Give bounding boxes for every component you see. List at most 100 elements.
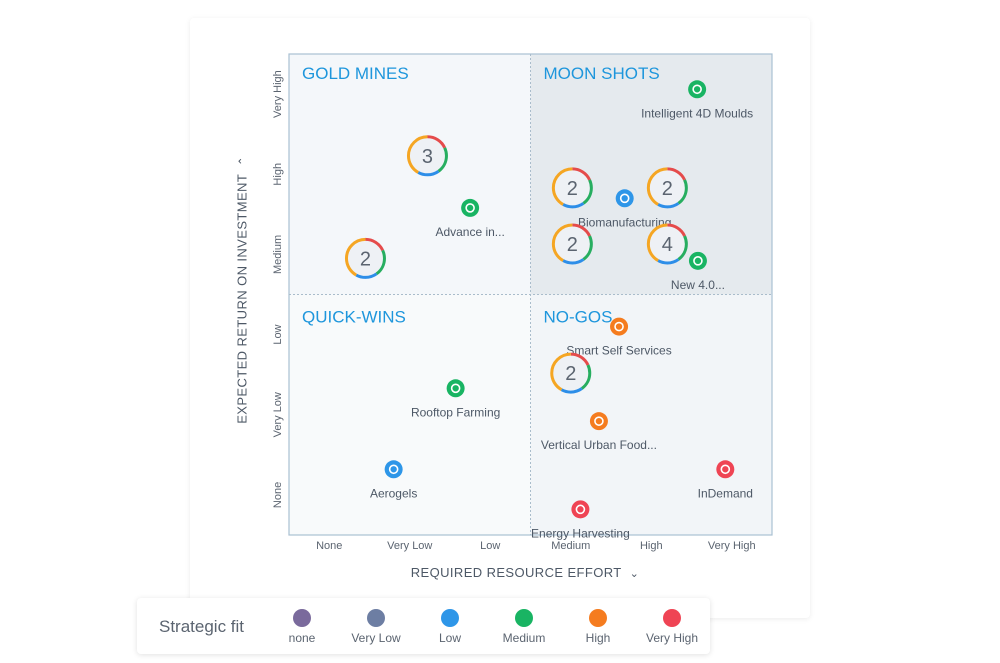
- cluster-bubble[interactable]: [345, 238, 386, 279]
- cluster-ring-segment: [646, 223, 688, 265]
- data-point-ring-icon: [465, 203, 475, 213]
- cluster-ring-segment: [646, 167, 688, 209]
- legend-dot-icon: [663, 609, 681, 627]
- data-point[interactable]: [571, 500, 590, 519]
- cluster-bubble[interactable]: [647, 167, 688, 208]
- legend-dot-icon: [441, 609, 459, 627]
- y-tick-label: Very High: [272, 70, 284, 118]
- cluster-ring-segment: [646, 223, 688, 265]
- legend-title: Strategic fit: [159, 617, 245, 636]
- quadrant-label-gold: GOLD MINES: [302, 64, 409, 83]
- data-point-label: Biomanufacturing: [578, 215, 671, 229]
- data-point-ring-icon: [692, 84, 702, 95]
- quadrant-nogo: [530, 294, 772, 535]
- data-point-ring-icon: [614, 321, 624, 332]
- data-point-ring-icon: [720, 464, 731, 475]
- x-tick-label: Medium: [551, 540, 590, 552]
- strategic-fit-legend: Strategic fit none Very Low Low Medium High V…: [137, 598, 710, 654]
- cluster-bubble[interactable]: [550, 353, 591, 394]
- legend-item[interactable]: Low: [405, 608, 495, 645]
- cluster-bubble[interactable]: [552, 223, 593, 264]
- data-point-label: Vertical Urban Food...: [541, 438, 657, 452]
- cluster-count: 2: [567, 234, 578, 256]
- cluster-ring-segment: [344, 237, 386, 279]
- quadrant-quick: [289, 294, 531, 535]
- cluster-ring-segment: [344, 237, 386, 279]
- chevron-down-icon[interactable]: ⌃: [237, 156, 250, 166]
- data-point-ring-icon: [575, 504, 586, 515]
- x-tick-label: Low: [480, 540, 500, 552]
- legend-label: Very Low: [351, 631, 401, 645]
- data-point-label: New 4.0...: [671, 278, 725, 292]
- data-point[interactable]: [610, 317, 629, 336]
- quadrant-gold: [289, 54, 531, 295]
- quadrant-label-moon: MOON SHOTS: [544, 64, 660, 83]
- cluster-ring-segment: [551, 223, 593, 265]
- cluster-ring-segment: [551, 223, 593, 265]
- cluster-count: 2: [662, 178, 673, 200]
- cluster-ring-segment: [646, 167, 688, 209]
- legend-dot-icon: [515, 609, 533, 627]
- data-point[interactable]: [461, 198, 480, 217]
- data-point-label: Rooftop Farming: [411, 405, 500, 419]
- legend-item[interactable]: Medium: [479, 608, 569, 645]
- data-point[interactable]: [615, 189, 634, 208]
- legend-label: none: [288, 631, 316, 645]
- x-tick-label: None: [316, 540, 342, 552]
- y-axis-title-text: EXPECTED RETURN ON INVESTMENT: [234, 173, 250, 424]
- cluster-ring-segment: [344, 237, 386, 279]
- legend-items: none Very Low Low Medium High Very High: [267, 608, 700, 648]
- cluster-ring-segment: [551, 167, 593, 209]
- cluster-bubble[interactable]: [407, 135, 448, 176]
- cluster-count: 2: [360, 248, 371, 270]
- cluster-ring-segment: [406, 135, 448, 177]
- data-point[interactable]: [688, 80, 707, 99]
- data-point-label: Intelligent 4D Moulds: [641, 106, 753, 120]
- data-point-label: Advance in...: [435, 225, 504, 239]
- cluster-ring-segment: [646, 223, 688, 265]
- cluster-ring-segment: [646, 167, 688, 209]
- cluster-ring-segment: [550, 352, 592, 394]
- cluster-bubble[interactable]: [552, 167, 593, 208]
- cluster-ring-segment: [406, 135, 448, 177]
- data-point[interactable]: [688, 251, 707, 270]
- cluster-count: 2: [567, 178, 578, 200]
- quadrant-label-nogo: NO-GOS: [544, 308, 613, 327]
- legend-label: Very High: [645, 631, 699, 645]
- legend-dot-icon: [367, 609, 385, 627]
- y-tick-label: Very Low: [272, 392, 284, 437]
- data-point-ring-icon: [619, 193, 630, 204]
- legend-item[interactable]: Very High: [627, 608, 717, 645]
- x-axis-title[interactable]: REQUIRED RESOURCE EFFORT ⌄: [380, 565, 670, 580]
- cluster-ring-segment: [551, 167, 593, 209]
- cluster-count: 2: [565, 363, 576, 385]
- cluster-count: 3: [422, 146, 433, 168]
- x-tick-label: High: [640, 540, 663, 552]
- data-point-label: Smart Self Services: [566, 344, 671, 358]
- data-point[interactable]: [716, 460, 735, 479]
- data-point-ring-icon: [388, 464, 399, 475]
- cluster-ring-segment: [550, 352, 592, 394]
- cluster-bubble[interactable]: [647, 223, 688, 264]
- legend-label: Medium: [502, 631, 546, 645]
- y-axis-title[interactable]: EXPECTED RETURN ON INVESTMENT ⌃: [232, 140, 252, 440]
- legend-item[interactable]: none: [257, 608, 347, 645]
- legend-item[interactable]: High: [553, 608, 643, 645]
- legend-label: Low: [438, 631, 461, 645]
- data-point[interactable]: [384, 460, 403, 479]
- data-point-label: Aerogels: [370, 486, 417, 500]
- data-point[interactable]: [446, 379, 465, 398]
- x-tick-label: Very High: [708, 540, 756, 552]
- legend-item[interactable]: Very Low: [331, 608, 421, 645]
- data-point[interactable]: [589, 412, 608, 431]
- cluster-ring-segment: [406, 135, 448, 177]
- data-point-label: InDemand: [698, 486, 753, 500]
- chevron-down-icon[interactable]: ⌄: [629, 568, 640, 580]
- x-tick-label: Very Low: [387, 540, 432, 552]
- legend-dot-icon: [293, 609, 311, 627]
- y-tick-label: None: [272, 482, 284, 508]
- data-point-ring-icon: [594, 416, 604, 426]
- cluster-ring-segment: [551, 223, 593, 265]
- legend-dot-icon: [589, 609, 607, 627]
